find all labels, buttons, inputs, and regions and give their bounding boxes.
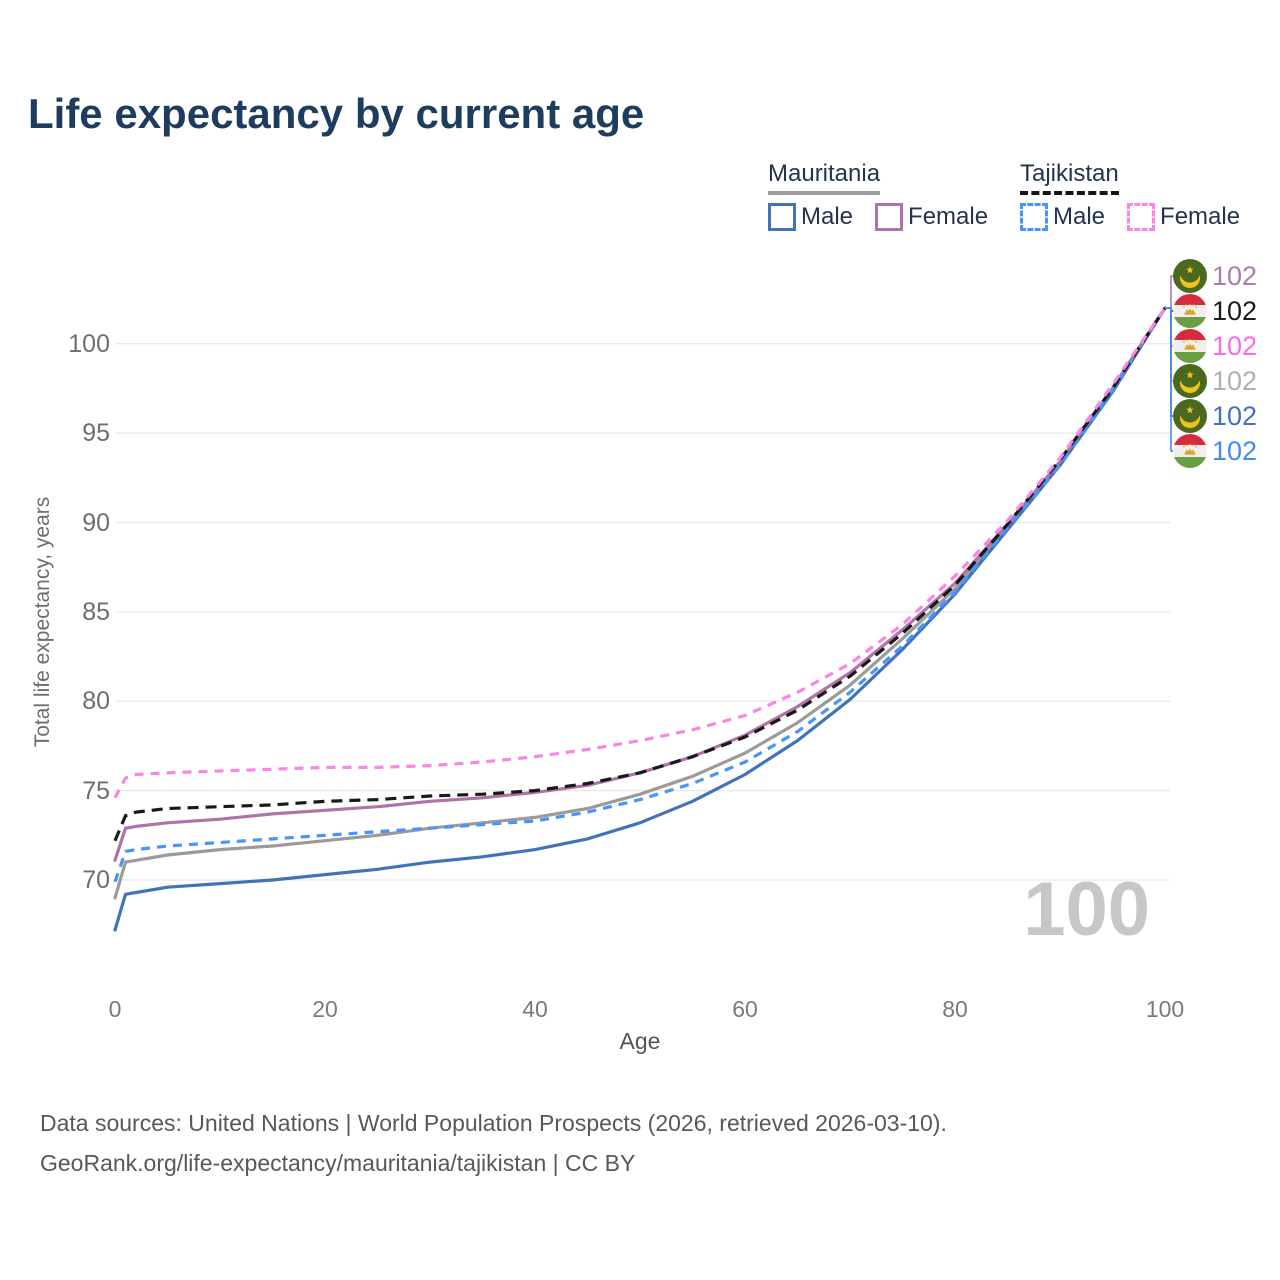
data-sources-note: Data sources: United Nations | World Pop… [40, 1110, 947, 1136]
legend-group-tajikistan: Tajikistan Male Female [1020, 160, 1262, 231]
line-tajikistan-female [113, 307, 1167, 799]
x-tick-label: 40 [522, 996, 548, 1022]
y-tick-label: 85 [82, 597, 110, 626]
x-tick-label: 80 [942, 996, 968, 1022]
y-tick-label: 80 [82, 687, 110, 716]
end-label-mauritania-both: 102 [1212, 366, 1258, 396]
legend-item-mauritania-female[interactable]: Female [875, 203, 988, 231]
legend-swatch-tajikistan-male [1020, 203, 1048, 231]
chart-canvas [113, 275, 1176, 932]
line-tajikistan-both [113, 307, 1167, 842]
legend-item-label: Female [1160, 203, 1241, 230]
line-mauritania-both [113, 306, 1167, 900]
legend-country-mauritania[interactable]: Mauritania [768, 160, 881, 195]
line-tajikistan-male [113, 307, 1167, 883]
age-watermark: 100 [1023, 867, 1150, 952]
end-label-mauritania-male: 102 [1212, 401, 1258, 431]
x-tick-label: 60 [732, 996, 758, 1022]
legend-item-label: Male [1053, 203, 1106, 230]
legend-group-mauritania: Mauritania Male Female [768, 160, 1010, 231]
y-axis-title: Total life expectancy, years [31, 496, 54, 748]
line-mauritania-female [113, 306, 1167, 862]
y-tick-label: 75 [82, 776, 110, 805]
x-tick-label: 20 [312, 996, 338, 1022]
y-tick-label: 70 [82, 866, 110, 894]
legend-country-underline [768, 191, 881, 195]
tajikistan-flag-icon [1173, 294, 1207, 328]
x-axis-title: Age [619, 1028, 661, 1054]
end-label-tajikistan-both: 102 [1212, 296, 1258, 326]
legend-swatch-mauritania-female [875, 203, 904, 231]
line-mauritania-male [113, 306, 1167, 932]
x-tick-label: 100 [1145, 996, 1185, 1022]
legend-swatch-mauritania-male [768, 203, 796, 231]
mauritania-flag-icon [1173, 399, 1207, 433]
legend-item-label: Female [908, 203, 989, 230]
legend-item-tajikistan-male[interactable]: Male [1020, 203, 1105, 231]
chart-title: Life expectancy by current age [28, 90, 645, 137]
y-tick-label: 100 [68, 329, 110, 358]
tajikistan-flag-icon [1173, 434, 1207, 468]
mauritania-flag-icon [1173, 259, 1207, 293]
end-label-mauritania-female: 102 [1212, 261, 1258, 291]
x-tick-label: 0 [108, 996, 122, 1022]
end-label-tajikistan-male: 102 [1212, 436, 1258, 466]
end-label-tajikistan-female: 102 [1212, 331, 1258, 361]
legend-item-label: Male [801, 203, 854, 230]
legend-country-underline [1020, 191, 1119, 195]
legend-item-mauritania-male[interactable]: Male [768, 203, 853, 231]
y-tick-label: 95 [82, 419, 110, 448]
attribution-note: GeoRank.org/life-expectancy/mauritania/t… [40, 1150, 636, 1176]
mauritania-flag-icon [1173, 364, 1207, 398]
tajikistan-flag-icon [1173, 329, 1207, 363]
legend-item-tajikistan-female[interactable]: Female [1127, 203, 1240, 231]
legend-country-tajikistan[interactable]: Tajikistan [1020, 160, 1119, 195]
y-tick-label: 90 [82, 508, 110, 537]
legend-swatch-tajikistan-female [1127, 203, 1156, 231]
